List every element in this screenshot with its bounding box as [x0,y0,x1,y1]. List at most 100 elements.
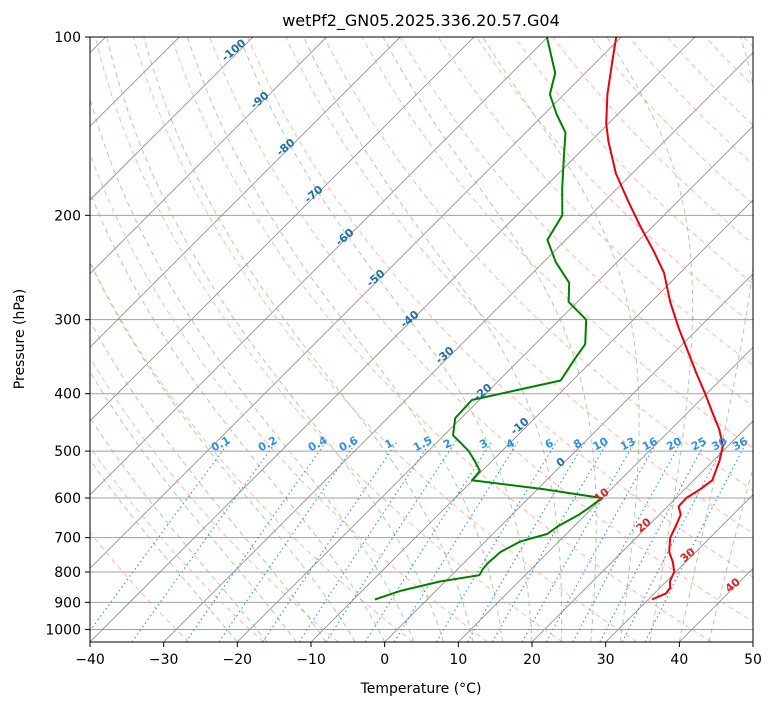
mixing-ratio-line [599,440,707,642]
dry-adiabat-line [704,37,753,87]
mixing-ratio-line [262,440,399,642]
dry-adiabat-line [361,37,753,449]
x-tick-label: −10 [296,652,326,668]
mixing-ratio-label: 2 [441,436,454,451]
mixing-ratio-line [393,440,520,642]
x-tick-label: −30 [149,652,179,668]
y-tick-label: 800 [54,565,81,581]
annotation-labels: 0.1 0.2 0.4 0.6 1 1.5 2 3 4 6 8 10 13 16 20 25 30 36-100-… [209,37,750,595]
mixing-ratio-label: 30 [710,435,730,454]
dry-adiabat-line [90,446,264,642]
dry-adiabat-label: -30 [433,344,457,367]
dry-adiabat-line [514,37,753,285]
mixing-ratio-line [545,440,659,642]
moist-adiabat-line [90,370,297,642]
mixing-ratio-label: 25 [689,435,709,454]
y-tick-label: 300 [54,313,81,329]
moist-adiabat-label: 20 [634,515,654,535]
moist-adiabat-line [90,458,238,642]
y-tick-label: 100 [54,30,81,46]
temperature-profile-line [605,37,724,601]
moist-adiabat-line [90,416,268,642]
dry-adiabat-label: 0 [554,455,568,470]
moist-adiabat-line [143,37,474,642]
moist-adiabat-label: 30 [678,545,698,565]
dry-adiabat-line [323,37,753,491]
mixing-ratio-label: 36 [730,435,750,454]
x-tick-label: 30 [597,652,615,668]
mixing-ratio-label: 3 [477,436,490,451]
dry-adiabat-line [399,37,753,407]
dry-adiabat-line [90,260,414,642]
mixing-ratio-line [131,440,278,642]
mixing-ratio-line [298,440,432,642]
dry-adiabat-label: -40 [398,308,422,331]
y-tick-label: 200 [54,208,81,224]
mixing-ratio-line [218,440,358,642]
mixing-ratio-line [364,440,493,642]
dewpoint-profile-line [374,37,603,601]
moist-adiabat-line [106,37,445,642]
moist-adiabat-line [482,37,640,642]
mixing-ratio-line [90,440,231,632]
dry-adiabat-label: -80 [274,136,298,159]
mixing-ratio-label: 13 [618,435,638,454]
isotherm-line [458,346,753,642]
mixing-ratio-line [491,440,609,642]
moist-adiabat-line [90,261,356,642]
x-tick-label: 0 [380,652,389,668]
moist-adiabat-line [606,37,694,642]
isotherm-line [90,37,327,275]
y-tick-label: 600 [54,491,81,507]
dry-adiabat-label: -70 [302,183,326,206]
mixing-ratio-label: 20 [664,435,684,454]
isotherm-line [752,641,753,642]
x-axis-label: Temperature (°C) [360,681,482,697]
isotherm-line [163,52,753,642]
dry-adiabat-label: -10 [508,415,532,438]
dry-adiabat-label: -60 [333,226,357,249]
x-tick-label: 40 [670,652,688,668]
x-tick-label: −20 [223,652,253,668]
y-tick-label: 400 [54,387,81,403]
dry-adiabat-line [170,37,712,642]
dry-adiabat-line [769,24,775,642]
moist-adiabat-line [382,37,597,642]
moist-adiabat-line [239,37,533,642]
dry-adiabat-line [247,37,753,578]
x-tick-label: 50 [744,652,762,668]
mixing-ratio-line [621,440,728,642]
isotherm-line [90,37,475,422]
isotherm-line [90,37,696,642]
y-axis: 100 200 300 400 500 600 700 800 900 1000 [45,30,90,638]
dry-adiabat-label: -50 [364,267,388,290]
isotherm-line [90,37,548,496]
mixing-ratio-line [521,440,637,642]
x-tick-label: 10 [449,652,467,668]
dry-adiabat-line [90,531,190,642]
plot-frame [89,36,754,643]
moist-adiabat-label: 40 [723,575,743,595]
isotherm-line [384,273,753,642]
y-tick-label: 1000 [45,622,81,638]
mixing-ratio-label: 4 [504,436,517,451]
dry-adiabat-line [437,37,753,366]
mixing-ratio-label: 10 [591,435,611,454]
mixing-ratio-line [185,440,328,642]
mixing-ratio-label: 6 [543,436,556,451]
y-tick-label: 700 [54,531,81,547]
dry-adiabat-line [285,37,753,535]
mixing-ratio-line [467,440,587,642]
mixing-ratio-line [644,440,748,642]
isotherm-line [90,37,622,569]
isotherm-line [531,420,753,642]
dry-adiabat-line [628,37,753,166]
isotherm-line [605,494,753,642]
isotherm-line [90,37,254,201]
dry-adiabat-line [94,37,563,642]
dry-adiabat-line [552,37,753,245]
grid-layer [90,24,775,642]
y-tick-label: 500 [54,444,81,460]
isotherm-line [90,37,401,348]
